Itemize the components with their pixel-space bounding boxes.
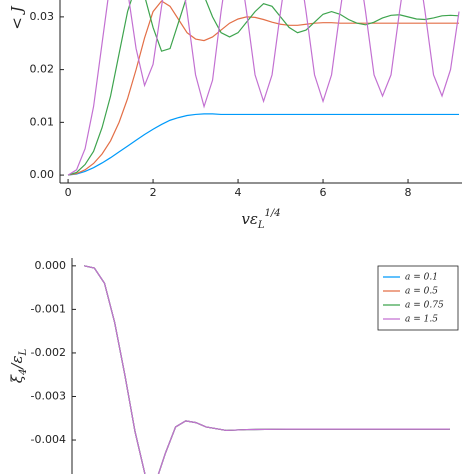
legend: a = 0.1 a = 0.5 a = 0.75 a = 1.5 [377, 265, 459, 331]
y-tick-label: 0.01 [30, 115, 55, 128]
x-tick-label: 8 [405, 186, 412, 199]
label-part: L [257, 220, 265, 231]
x-tick-label: 6 [320, 186, 327, 199]
y-tick-label: -0.001 [31, 302, 66, 315]
label-part: vε [241, 210, 258, 228]
legend-label: a = 0.1 [405, 273, 438, 283]
series-line [67, 0, 460, 176]
y-tick-label: -0.002 [31, 346, 66, 359]
legend-label: a = 1.5 [405, 315, 438, 325]
chart: 0.00 0.01 0.02 0.03 0 2 4 6 8 [30, 0, 462, 199]
label-part: ξ [8, 374, 26, 383]
y-axis-label: < J >/εL3/4 [6, 0, 29, 30]
series-line [67, 0, 460, 176]
label-part: < J >/ε [8, 0, 26, 30]
y-tick-label: 0.03 [30, 10, 55, 23]
label-part: 4 [18, 369, 29, 376]
legend-label: a = 0.5 [405, 287, 438, 297]
label-part: /ε [8, 355, 26, 370]
x-tick-label: 4 [235, 186, 242, 199]
x-axis-label: vεL1/4 [241, 208, 280, 231]
y-tick-label: 0.00 [30, 168, 55, 181]
series-line [67, 113, 460, 176]
y-tick-label: 0.000 [35, 259, 67, 272]
x-tick-label: 2 [150, 186, 157, 199]
label-part: L [18, 348, 29, 356]
series-line [84, 265, 450, 474]
x-tick-label: 0 [65, 186, 72, 199]
y-tick-label: -0.003 [31, 389, 66, 402]
y-tick-label: 0.02 [30, 63, 55, 76]
series-line [67, 0, 460, 176]
label-part: 1/4 [265, 208, 281, 219]
y-tick-label: -0.004 [31, 433, 66, 446]
legend-label: a = 0.75 [405, 301, 444, 311]
y-axis-label: ξ4/εL [8, 348, 29, 383]
